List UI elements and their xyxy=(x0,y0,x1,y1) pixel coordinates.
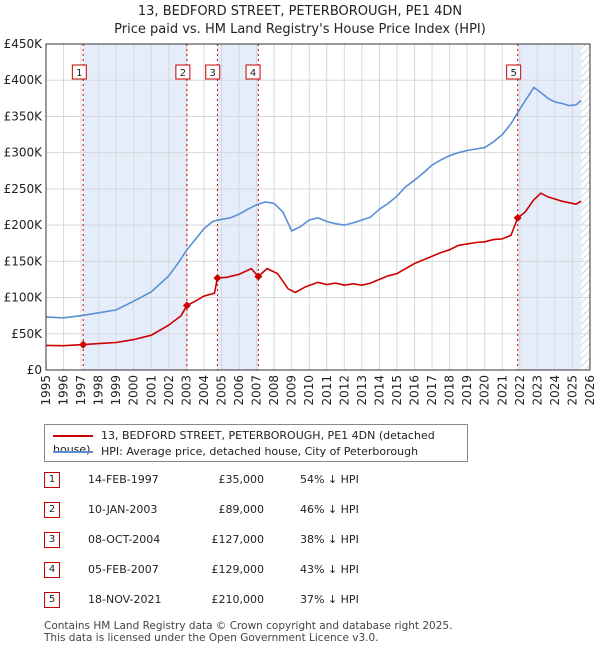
price-chart: £0 £50K £100K £150K £200K £250K £300K £350K £400… xyxy=(4,37,597,406)
y-tick-label: £400K xyxy=(4,73,44,87)
x-tick-label: 2012 xyxy=(337,375,351,406)
sale-marker-number: 3 xyxy=(210,68,216,79)
x-tick-label: 2023 xyxy=(530,375,544,406)
row-hpi: 54% ↓ HPI xyxy=(300,473,359,486)
x-tick-label: 2026 xyxy=(583,375,597,406)
x-tick-label: 2017 xyxy=(425,375,439,406)
x-tick-label: 2011 xyxy=(320,375,334,406)
legend-swatch-red xyxy=(53,435,93,437)
x-tick-label: 2003 xyxy=(179,375,193,406)
x-tick-label: 2002 xyxy=(162,375,176,406)
y-tick-label: £450K xyxy=(4,37,44,51)
x-tick-label: 2018 xyxy=(443,375,457,406)
sale-marker-box xyxy=(71,64,87,80)
sale-point xyxy=(79,340,88,349)
row-date: 05-FEB-2007 xyxy=(88,563,159,576)
footer-copyright: Contains HM Land Registry data © Crown c… xyxy=(44,620,453,632)
row-hpi: 38% ↓ HPI xyxy=(300,533,359,546)
legend: 13, BEDFORD STREET, PETERBOROUGH, PE1 4D… xyxy=(44,424,468,462)
hpi-line xyxy=(45,86,582,319)
row-price: £35,000 xyxy=(218,473,265,486)
row-number-badge: 1 xyxy=(44,472,60,488)
y-tick-label: £250K xyxy=(4,182,44,196)
sale-point xyxy=(182,301,191,310)
x-tick-label: 2010 xyxy=(302,375,316,406)
x-tick-label: 2025 xyxy=(565,375,579,406)
x-tick-label: 2016 xyxy=(408,375,422,406)
table-row: 2 10-JAN-2003 £89,000 46% ↓ HPI xyxy=(44,502,424,522)
sale-marker-box xyxy=(205,64,221,80)
x-tick-label: 2005 xyxy=(214,375,228,406)
row-number-badge: 4 xyxy=(44,562,60,578)
row-price: £129,000 xyxy=(211,563,265,576)
row-date: 18-NOV-2021 xyxy=(88,593,162,606)
row-number-badge: 5 xyxy=(44,592,60,608)
sale-marker-number: 1 xyxy=(76,68,82,79)
plot-frame xyxy=(45,43,591,371)
chart-title: 13, BEDFORD STREET, PETERBOROUGH, PE1 4D… xyxy=(137,4,463,19)
sale-marker-box xyxy=(245,64,261,80)
legend-label-hpi: HPI: Average price, detached house, City… xyxy=(101,445,419,458)
footer-licence: This data is licensed under the Open Gov… xyxy=(44,632,379,644)
sale-marker-number: 2 xyxy=(180,68,186,79)
x-tick-label: 2001 xyxy=(144,375,158,406)
table-row: 5 18-NOV-2021 £210,000 37% ↓ HPI xyxy=(44,592,424,612)
sale-marker-box xyxy=(175,64,191,80)
x-tick-label: 2014 xyxy=(372,375,386,406)
y-tick-label: £50K xyxy=(11,327,43,341)
x-tick-label: 2024 xyxy=(548,375,562,406)
sale-point xyxy=(213,273,222,282)
future-hatch xyxy=(581,44,590,370)
sale-marker-number: 4 xyxy=(250,68,256,79)
legend-item-hpi: HPI: Average price, detached house, City… xyxy=(53,445,418,459)
y-tick-label: £350K xyxy=(4,109,44,123)
legend-item-property: 13, BEDFORD STREET, PETERBOROUGH, PE1 4D… xyxy=(53,429,467,456)
x-tick-label: 2008 xyxy=(267,375,281,406)
x-tick-label: 1997 xyxy=(74,375,88,406)
x-tick-label: 2020 xyxy=(478,375,492,406)
row-price: £89,000 xyxy=(218,503,265,516)
y-tick-label: £200K xyxy=(4,218,44,232)
row-date: 14-FEB-1997 xyxy=(88,473,159,486)
y-tick-label: £300K xyxy=(4,146,44,160)
x-tick-label: 2006 xyxy=(232,375,246,406)
x-tick-label: 1999 xyxy=(109,375,123,406)
x-tick-label: 1995 xyxy=(39,375,53,406)
x-tick-label: 2019 xyxy=(460,375,474,406)
sale-period-band xyxy=(517,44,582,370)
row-price: £127,000 xyxy=(211,533,265,546)
sale-period-band xyxy=(83,44,187,370)
x-tick-label: 2009 xyxy=(285,375,299,406)
sale-point xyxy=(513,213,522,222)
y-tick-label: £100K xyxy=(4,291,44,305)
sale-point xyxy=(254,272,263,281)
x-tick-label: 1996 xyxy=(57,375,71,406)
row-date: 08-OCT-2004 xyxy=(88,533,161,546)
sale-marker-box xyxy=(506,64,522,80)
x-tick-label: 2022 xyxy=(513,375,527,406)
legend-swatch-blue xyxy=(53,451,93,453)
row-number-badge: 3 xyxy=(44,532,60,548)
row-date: 10-JAN-2003 xyxy=(88,503,158,516)
x-tick-label: 2000 xyxy=(127,375,141,406)
table-row: 4 05-FEB-2007 £129,000 43% ↓ HPI xyxy=(44,562,424,582)
row-hpi: 37% ↓ HPI xyxy=(300,593,359,606)
row-hpi: 46% ↓ HPI xyxy=(300,503,359,516)
y-tick-label: £150K xyxy=(4,254,44,268)
row-number-badge: 2 xyxy=(44,502,60,518)
x-tick-label: 2007 xyxy=(250,375,264,406)
x-tick-label: 2013 xyxy=(355,375,369,406)
table-row: 1 14-FEB-1997 £35,000 54% ↓ HPI xyxy=(44,472,424,492)
x-tick-label: 2021 xyxy=(495,375,509,406)
table-row: 3 08-OCT-2004 £127,000 38% ↓ HPI xyxy=(44,532,424,552)
x-tick-label: 2004 xyxy=(197,375,211,406)
x-tick-label: 2015 xyxy=(390,375,404,406)
sale-marker-number: 5 xyxy=(510,68,516,79)
chart-subtitle: Price paid vs. HM Land Registry's House … xyxy=(114,22,486,37)
row-hpi: 43% ↓ HPI xyxy=(300,563,359,576)
row-price: £210,000 xyxy=(211,593,265,606)
footer: Contains HM Land Registry data © Crown c… xyxy=(44,620,452,644)
x-tick-label: 1998 xyxy=(92,375,106,406)
y-tick-label: £0 xyxy=(27,363,42,377)
